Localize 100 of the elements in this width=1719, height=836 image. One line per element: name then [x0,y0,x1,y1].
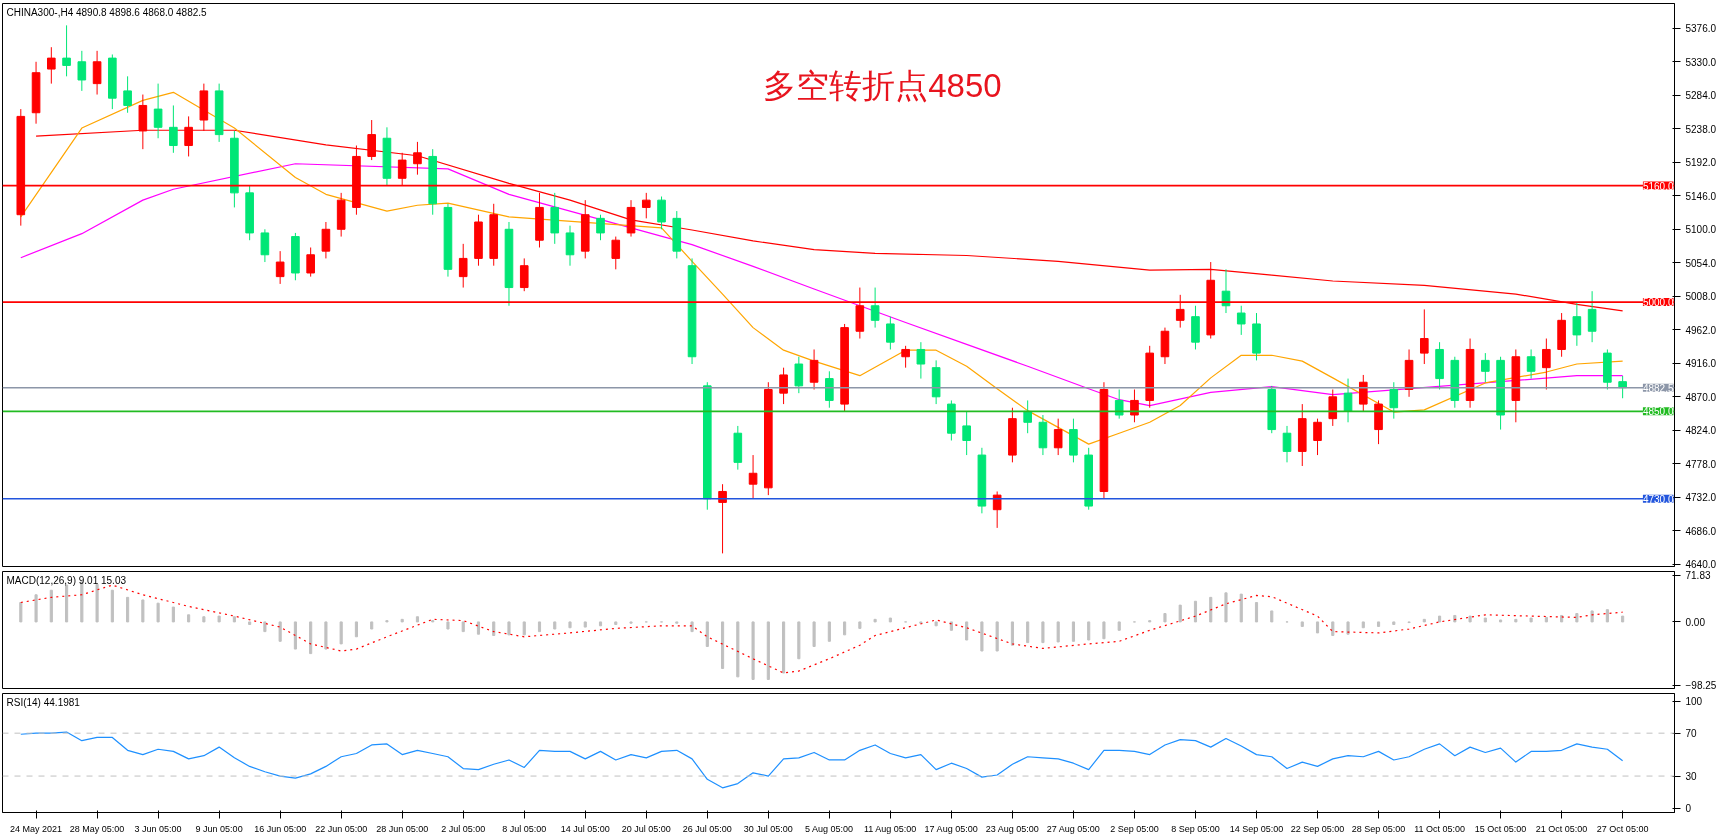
x-tick-label: 27 Oct 05:00 [1596,823,1649,834]
x-tick-label: 27 Aug 05:00 [1046,823,1100,834]
candlestick [1542,338,1551,391]
bar [1544,616,1548,623]
candlestick [916,341,926,380]
bar [1163,613,1167,623]
bar [1300,621,1304,627]
bar [568,621,572,629]
candlestick [1526,348,1536,380]
y-tick-label: 5238.0 [1685,123,1717,135]
bar [492,621,496,636]
bar [400,618,404,623]
candlestick [92,50,102,96]
candlestick [77,50,87,92]
x-tick-label: 16 Jun 05:00 [254,823,307,834]
candlestick [596,214,605,241]
bar [507,621,511,636]
bar [354,621,358,638]
bar [1331,621,1335,636]
bar [797,621,801,660]
bar [812,621,816,647]
bar [1560,614,1564,623]
bar [1468,615,1472,623]
bar [995,621,999,652]
candlestick [413,141,422,176]
bar [370,621,374,630]
bar [1010,621,1014,646]
bar [782,621,786,674]
x-tick-label: 22 Jun 05:00 [315,823,368,834]
y-tick-label: 4778.0 [1685,458,1717,470]
y-tick-label: 4686.0 [1685,525,1717,537]
candlestick [962,410,971,456]
x-tick-label: 20 Jul 05:00 [621,823,671,834]
bar [248,621,252,626]
x-tick-label: 30 Jul 05:00 [743,823,793,834]
y-tick-label: 5054.0 [1685,257,1717,269]
candlestick [657,196,666,230]
y-tick-label: 70 [1685,728,1698,740]
candlestick [47,46,56,85]
x-tick-label: 3 Jun 05:00 [134,823,182,834]
bar [1392,621,1396,626]
candlestick [809,348,819,391]
candlestick [1114,389,1124,420]
x-tick-label: 15 Oct 05:00 [1474,823,1527,834]
bar [1193,600,1198,623]
bar [461,621,465,633]
bar [446,621,450,630]
bar [1102,621,1106,640]
bar [1605,609,1609,623]
x-tick-label: 28 Sep 05:00 [1351,823,1406,834]
bar [476,621,481,635]
bar [1438,615,1442,623]
bar [1514,618,1518,623]
candlestick [565,225,575,267]
x-tick-label: 26 Jul 05:00 [682,823,732,834]
x-tick-label: 11 Oct 05:00 [1414,823,1466,834]
bar [1575,613,1579,623]
bar [1376,621,1381,627]
bar [614,621,618,626]
y-tick-label: 0.00 [1685,616,1706,628]
bar [339,621,343,645]
x-tick-label: 24 May 2021 [10,823,63,834]
candlestick [123,75,132,114]
chart-title: RSI(14) 44.1981 [6,696,81,708]
bar [827,621,831,642]
x-tick-label: 14 Sep 05:00 [1229,823,1284,834]
x-tick-label: 2 Sep 05:00 [1110,823,1159,834]
candlestick [62,24,71,77]
bar [980,621,984,652]
candlestick [306,246,315,278]
bar [278,621,282,642]
candlestick [275,250,285,285]
candlestick [870,287,880,329]
x-tick-label: 28 May 05:00 [69,823,125,834]
y-tick-label: 4916.0 [1685,358,1717,370]
bar [888,617,892,623]
candlestick [1053,418,1063,456]
bar [537,621,542,633]
bar [1071,621,1075,642]
x-tick-label: 23 Aug 05:00 [985,823,1039,834]
y-tick-label: 5146.0 [1685,190,1717,202]
bar [171,606,175,623]
chart-title: CHINA300-,H4 4890.8 4898.6 4868.0 4882.5 [6,6,208,18]
candlestick [748,454,758,500]
bar [34,594,38,623]
bar [1254,602,1259,623]
bar [187,614,191,623]
ref-line-label: 4850.0 [1642,406,1674,418]
bar [1422,618,1426,623]
bar [126,596,130,623]
bar [766,621,770,680]
ref-line-label: 4882.5 [1642,382,1674,394]
y-tick-label: 4870.0 [1685,391,1717,403]
bar [1117,621,1121,631]
bar [1209,596,1213,623]
bar [965,621,969,641]
x-tick-label: 17 Aug 05:00 [924,823,978,834]
chart-title: MACD(12,26,9) 9.01 15.03 [6,574,127,586]
bar [1041,621,1045,644]
y-tick-label: 4640.0 [1685,559,1717,571]
